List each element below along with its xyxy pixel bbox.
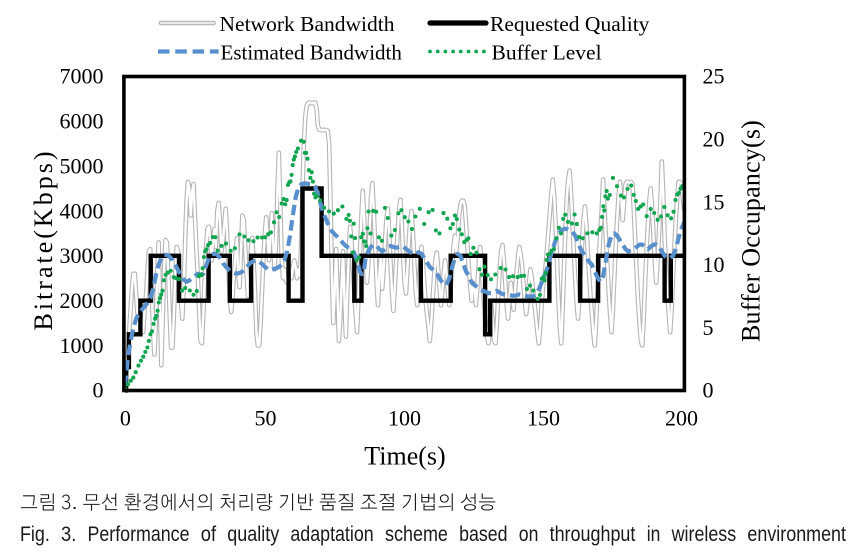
svg-text:3000: 3000 (60, 243, 104, 268)
svg-text:20: 20 (703, 127, 725, 152)
svg-text:5: 5 (703, 315, 714, 340)
svg-text:Requested Quality: Requested Quality (490, 12, 650, 36)
svg-text:Fig.: Fig. (20, 523, 50, 546)
svg-text:15: 15 (703, 189, 725, 214)
svg-text:10: 10 (703, 252, 725, 277)
svg-text:5000: 5000 (60, 153, 104, 178)
svg-text:Time(s): Time(s) (364, 442, 445, 471)
svg-text:environment: environment (747, 523, 846, 546)
svg-text:150: 150 (527, 406, 560, 431)
svg-text:quality: quality (227, 523, 279, 546)
svg-text:200: 200 (665, 406, 698, 431)
svg-text:6000: 6000 (60, 109, 104, 134)
svg-text:7000: 7000 (60, 64, 104, 89)
svg-text:3.: 3. (61, 523, 76, 546)
svg-text:0: 0 (703, 378, 714, 403)
svg-text:1000: 1000 (60, 333, 104, 358)
svg-text:of: of (201, 523, 216, 546)
svg-text:Network Bandwidth: Network Bandwidth (220, 12, 395, 36)
svg-text:wireless: wireless (671, 523, 736, 546)
svg-text:100: 100 (388, 406, 421, 431)
svg-text:0: 0 (120, 406, 131, 431)
svg-text:in: in (647, 523, 661, 546)
svg-text:Performance: Performance (88, 523, 190, 546)
svg-text:2000: 2000 (60, 288, 104, 313)
svg-text:Bitrate(Kbps): Bitrate(Kbps) (29, 149, 58, 331)
svg-text:4000: 4000 (60, 198, 104, 223)
svg-text:25: 25 (703, 64, 725, 89)
svg-text:Buffer Occupancy(s): Buffer Occupancy(s) (737, 120, 766, 342)
svg-text:based: based (459, 523, 507, 546)
svg-text:on: on (519, 523, 539, 546)
svg-text:Estimated Bandwidth: Estimated Bandwidth (221, 40, 403, 64)
svg-text:throughput: throughput (550, 523, 636, 546)
svg-text:Buffer Level: Buffer Level (492, 40, 602, 64)
svg-text:adaptation: adaptation (290, 523, 373, 546)
svg-text:50: 50 (255, 406, 277, 431)
svg-text:scheme: scheme (385, 523, 448, 546)
svg-text:0: 0 (93, 378, 104, 403)
